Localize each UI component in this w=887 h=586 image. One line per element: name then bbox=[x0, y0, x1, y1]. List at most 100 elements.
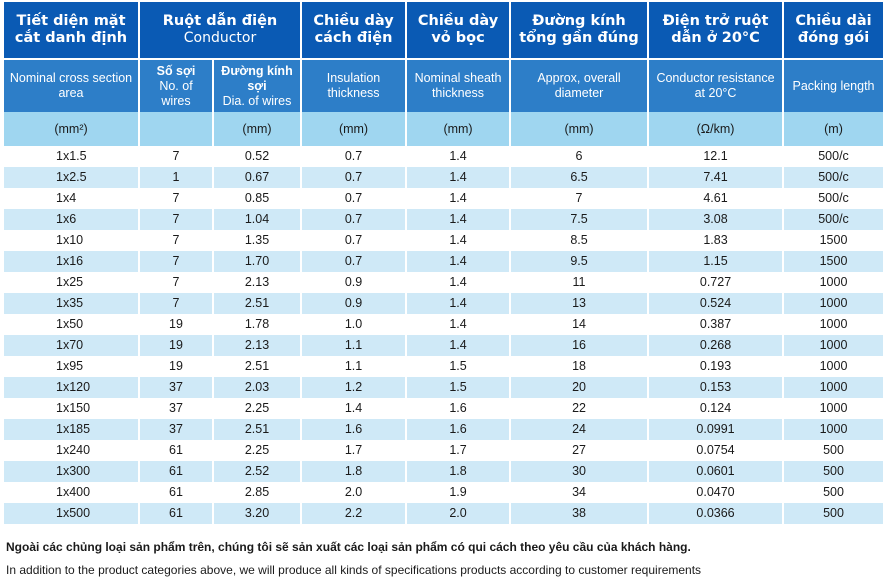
cell-wire-dia: 0.67 bbox=[214, 167, 301, 188]
cell-wires: 37 bbox=[140, 419, 212, 440]
cell-sheath: 1.4 bbox=[407, 293, 510, 314]
cell-diameter: 9.5 bbox=[511, 251, 648, 272]
cell-resistance: 1.15 bbox=[649, 251, 783, 272]
header-row-english: Nominal cross section area Số sợi No. of… bbox=[4, 60, 884, 112]
cell-diameter: 38 bbox=[511, 503, 648, 524]
cell-diameter: 13 bbox=[511, 293, 648, 314]
cell-resistance: 0.0991 bbox=[649, 419, 783, 440]
header-conductor-en: Conductor bbox=[183, 30, 257, 46]
header-conductor-vi: Ruột dẫn điện bbox=[162, 13, 278, 29]
cell-size: 1x185 bbox=[4, 419, 138, 440]
cell-diameter: 34 bbox=[511, 482, 648, 503]
cell-wires: 37 bbox=[140, 377, 212, 398]
cell-resistance: 1.83 bbox=[649, 230, 783, 251]
cell-diameter: 27 bbox=[511, 440, 648, 461]
cell-sheath: 1.4 bbox=[407, 251, 510, 272]
cell-resistance: 0.124 bbox=[649, 398, 783, 419]
cell-packing: 500/c bbox=[784, 146, 884, 167]
cell-diameter: 7 bbox=[511, 188, 648, 209]
cell-packing: 1000 bbox=[784, 377, 884, 398]
cell-wire-dia: 0.52 bbox=[214, 146, 301, 167]
unit-insulation: (mm) bbox=[302, 112, 406, 146]
table-row: 1x10 7 1.35 0.7 1.4 8.5 1.83 1500 bbox=[4, 230, 884, 251]
cell-wire-dia: 2.13 bbox=[214, 335, 301, 356]
cell-wire-dia: 2.85 bbox=[214, 482, 301, 503]
header-sheath-en: Nominal sheath thickness bbox=[407, 60, 510, 112]
unit-resistance: (Ω/km) bbox=[649, 112, 783, 146]
table-row: 1x2.5 1 0.67 0.7 1.4 6.5 7.41 500/c bbox=[4, 167, 884, 188]
cell-size: 1x300 bbox=[4, 461, 138, 482]
cell-size: 1x400 bbox=[4, 482, 138, 503]
cell-wire-dia: 2.25 bbox=[214, 440, 301, 461]
cell-size: 1x4 bbox=[4, 188, 138, 209]
cell-insulation: 0.7 bbox=[302, 167, 406, 188]
table-row: 1x300 61 2.52 1.8 1.8 30 0.0601 500 bbox=[4, 461, 884, 482]
header-wires: Số sợi No. of wires bbox=[140, 60, 212, 112]
cell-packing: 1000 bbox=[784, 356, 884, 377]
note-vietnamese: Ngoài các chủng loại sản phẩm trên, chún… bbox=[6, 540, 691, 554]
cell-insulation: 1.7 bbox=[302, 440, 406, 461]
cell-wire-dia: 3.20 bbox=[214, 503, 301, 524]
cell-wire-dia: 2.25 bbox=[214, 398, 301, 419]
cell-insulation: 0.7 bbox=[302, 230, 406, 251]
cell-size: 1x6 bbox=[4, 209, 138, 230]
header-packing-en: Packing length bbox=[784, 60, 884, 112]
cell-sheath: 1.6 bbox=[407, 398, 510, 419]
cell-size: 1x70 bbox=[4, 335, 138, 356]
cell-wires: 7 bbox=[140, 209, 212, 230]
cell-resistance: 0.193 bbox=[649, 356, 783, 377]
note-english: In addition to the product categories ab… bbox=[6, 563, 702, 577]
cell-wire-dia: 1.04 bbox=[214, 209, 301, 230]
cell-size: 1x25 bbox=[4, 272, 138, 293]
cell-insulation: 0.7 bbox=[302, 209, 406, 230]
cell-sheath: 1.5 bbox=[407, 356, 510, 377]
cell-size: 1x50 bbox=[4, 314, 138, 335]
cell-packing: 500 bbox=[784, 461, 884, 482]
cell-diameter: 30 bbox=[511, 461, 648, 482]
header-wire-dia-en: Dia. of wires bbox=[222, 93, 292, 108]
cell-packing: 1000 bbox=[784, 398, 884, 419]
cell-sheath: 1.8 bbox=[407, 461, 510, 482]
cell-wires: 7 bbox=[140, 188, 212, 209]
cell-wire-dia: 2.51 bbox=[214, 419, 301, 440]
cell-diameter: 8.5 bbox=[511, 230, 648, 251]
cell-wire-dia: 2.51 bbox=[214, 293, 301, 314]
cell-wire-dia: 1.78 bbox=[214, 314, 301, 335]
cell-resistance: 0.524 bbox=[649, 293, 783, 314]
cell-packing: 1000 bbox=[784, 419, 884, 440]
cell-wires: 19 bbox=[140, 356, 212, 377]
header-packing-vi: Chiều dài đóng gói bbox=[784, 2, 884, 60]
cell-sheath: 2.0 bbox=[407, 503, 510, 524]
table-row: 1x4 7 0.85 0.7 1.4 7 4.61 500/c bbox=[4, 188, 884, 209]
header-wires-en: No. of wires bbox=[159, 78, 193, 108]
cell-packing: 1000 bbox=[784, 293, 884, 314]
cell-wires: 61 bbox=[140, 440, 212, 461]
cell-resistance: 0.727 bbox=[649, 272, 783, 293]
header-insulation-en: Insulation thickness bbox=[302, 60, 406, 112]
cell-packing: 1500 bbox=[784, 230, 884, 251]
cell-insulation: 0.9 bbox=[302, 272, 406, 293]
cell-resistance: 0.0601 bbox=[649, 461, 783, 482]
cell-resistance: 4.61 bbox=[649, 188, 783, 209]
cell-packing: 500/c bbox=[784, 209, 884, 230]
header-sheath-vi: Chiều dày vỏ bọc bbox=[407, 2, 510, 60]
cell-resistance: 0.153 bbox=[649, 377, 783, 398]
cell-diameter: 11 bbox=[511, 272, 648, 293]
table-row: 1x150 37 2.25 1.4 1.6 22 0.124 1000 bbox=[4, 398, 884, 419]
table-row: 1x16 7 1.70 0.7 1.4 9.5 1.15 1500 bbox=[4, 251, 884, 272]
cable-spec-table: Tiết diện mặt cắt danh định Ruột dẫn điệ… bbox=[2, 2, 885, 524]
cell-wire-dia: 2.03 bbox=[214, 377, 301, 398]
cell-diameter: 16 bbox=[511, 335, 648, 356]
cell-resistance: 0.387 bbox=[649, 314, 783, 335]
cell-wires: 1 bbox=[140, 167, 212, 188]
cell-wires: 7 bbox=[140, 293, 212, 314]
units-row: (mm²) (mm) (mm) (mm) (mm) (Ω/km) (m) bbox=[4, 112, 884, 146]
cell-resistance: 0.0366 bbox=[649, 503, 783, 524]
cell-size: 1x150 bbox=[4, 398, 138, 419]
cell-insulation: 0.7 bbox=[302, 146, 406, 167]
cell-diameter: 14 bbox=[511, 314, 648, 335]
cell-size: 1x2.5 bbox=[4, 167, 138, 188]
cell-resistance: 0.0754 bbox=[649, 440, 783, 461]
header-wire-dia: Đường kính sợi Dia. of wires bbox=[214, 60, 301, 112]
header-row-vietnamese: Tiết diện mặt cắt danh định Ruột dẫn điệ… bbox=[4, 2, 884, 60]
